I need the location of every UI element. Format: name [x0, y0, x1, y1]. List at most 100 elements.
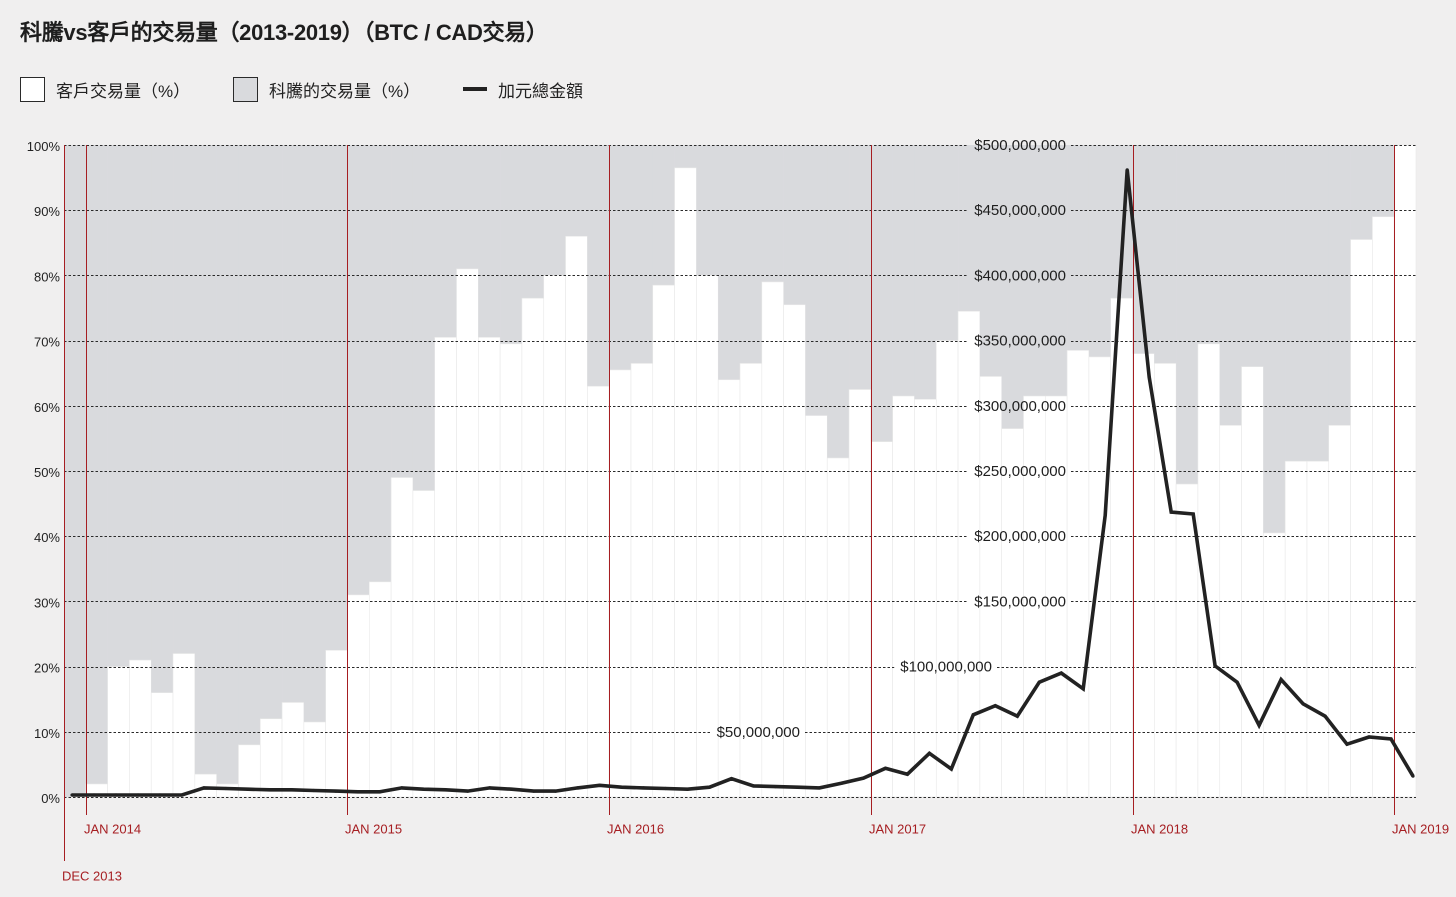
cad-volume-point: [202, 786, 206, 790]
y-tick-label: 10%: [34, 726, 60, 741]
x-tick-label: JAN 2014: [84, 822, 141, 837]
client-volume-bar: [347, 594, 370, 798]
cad-volume-point: [158, 793, 162, 797]
y2-tick-label: $500,000,000: [974, 137, 1066, 154]
client-volume-bar: [499, 343, 523, 798]
coinsquare-volume-bar: [936, 145, 959, 341]
cad-volume-point: [246, 787, 250, 791]
client-volume-bar: [1219, 425, 1242, 798]
y2-tick-label: $300,000,000: [974, 398, 1066, 415]
cad-volume-point: [1257, 723, 1261, 727]
coinsquare-volume-bar: [652, 145, 675, 286]
client-volume-bar: [761, 281, 784, 798]
coinsquare-volume-bar: [870, 145, 893, 442]
cad-volume-point: [356, 790, 360, 794]
cad-volume-point: [795, 785, 800, 789]
cad-volume-point: [554, 789, 558, 793]
legend-item-cad-volume: 加元總金額: [463, 76, 583, 102]
client-volume-bar: [674, 167, 697, 798]
client-volume-bar: [1372, 216, 1395, 798]
y2-tick-label: $150,000,000: [974, 593, 1066, 610]
cad-volume-point: [905, 772, 910, 776]
coinsquare-volume-bar: [521, 145, 545, 299]
client-volume-bar: [914, 398, 937, 798]
coinsquare-volume-bar: [434, 145, 457, 338]
coinsquare-volume-bar: [827, 145, 850, 458]
coinsquare-volume-bar: [914, 145, 937, 400]
y-tick-label: 90%: [34, 204, 60, 219]
legend-coinsquare-label: 科騰的交易量（%）: [269, 81, 421, 101]
cad-volume-point: [70, 793, 74, 797]
coinsquare-volume-bar: [1197, 145, 1221, 344]
y2-tick-label: $350,000,000: [974, 333, 1066, 350]
coinsquare-volume-bar: [1067, 145, 1090, 351]
legend-item-client: 客戶交易量（%）: [20, 76, 190, 102]
coinsquare-volume-bar: [1306, 145, 1330, 462]
legend-cad-volume-swatch: [463, 87, 487, 91]
cad-volume-point: [1015, 714, 1019, 718]
cad-volume-point: [773, 785, 778, 789]
coinsquare-volume-bar: [129, 145, 152, 661]
coinsquare-volume-bar: [412, 145, 436, 491]
cad-volume-point: [1411, 774, 1415, 778]
coinsquare-volume-bar: [456, 145, 479, 269]
client-volume-bar: [150, 692, 174, 798]
coinsquare-volume-bar: [216, 145, 239, 784]
gridline-layer: [64, 145, 1416, 798]
client-volume-bar: [194, 773, 217, 798]
client-volume-bar: [521, 297, 545, 798]
bar-layer: [64, 144, 1417, 798]
legend-coinsquare-swatch: [233, 76, 258, 102]
client-volume-bar: [1328, 425, 1351, 798]
client-volume-bar: [281, 702, 305, 798]
cad-volume-point: [488, 786, 492, 790]
x-tick-label: DEC 2013: [62, 869, 122, 884]
coinsquare-volume-bar: [173, 145, 196, 654]
x-tick-label: JAN 2018: [1131, 822, 1188, 837]
x-tick-label: JAN 2019: [1392, 822, 1449, 837]
y2-tick-label: $100,000,000: [900, 659, 992, 676]
cad-volume-point: [598, 783, 602, 787]
cad-volume-point: [136, 793, 140, 797]
cad-volume-point: [817, 786, 822, 790]
cad-volume-point: [839, 781, 844, 785]
client-volume-bar: [1263, 532, 1286, 798]
cad-volume-point: [92, 793, 96, 797]
coinsquare-volume-bar: [783, 145, 806, 305]
chart-title: 科騰vs客戶的交易量（2013-2019）（BTC / CAD交易）: [20, 20, 548, 45]
coinsquare-volume-bar: [238, 145, 261, 745]
coinsquare-volume-bar: [1328, 145, 1351, 426]
coinsquare-volume-bar: [1001, 145, 1024, 429]
cad-volume-point: [949, 767, 953, 771]
client-volume-bar: [587, 385, 610, 798]
y2-tick-label: $200,000,000: [974, 528, 1066, 545]
cad-volume-line: [72, 169, 1415, 797]
cad-volume-point: [1037, 680, 1041, 684]
coinsquare-volume-bar: [609, 145, 632, 370]
coinsquare-volume-bar: [369, 145, 392, 582]
legend-item-coinsquare: 科騰的交易量（%）: [233, 76, 420, 102]
coinsquare-volume-bar: [740, 145, 763, 364]
y-tick-label: 80%: [34, 269, 60, 284]
legend-cad-volume-label: 加元總金額: [498, 81, 583, 101]
cad-volume-point: [114, 793, 118, 797]
coinsquare-volume-bar: [718, 145, 741, 380]
y-tick-label: 30%: [34, 595, 60, 610]
client-volume-bar: [303, 721, 326, 798]
coinsquare-volume-bar: [347, 145, 370, 595]
coinsquare-volume-bar: [260, 145, 283, 719]
cad-volume-point: [707, 785, 712, 789]
client-volume-bar: [826, 457, 850, 798]
cad-volume-point: [422, 787, 426, 791]
legend-client-swatch: [20, 76, 45, 102]
cad-volume-point: [861, 776, 866, 780]
cad-volume-point: [1191, 512, 1195, 516]
client-volume-bar: [1306, 460, 1330, 798]
coinsquare-volume-bar: [1350, 145, 1373, 240]
coinsquare-volume-bar: [1285, 145, 1308, 462]
client-volume-bar: [1066, 350, 1090, 798]
coinsquare-volume-bar: [500, 145, 523, 344]
cad-volume-point: [532, 789, 536, 793]
cad-volume-point: [1279, 678, 1283, 682]
